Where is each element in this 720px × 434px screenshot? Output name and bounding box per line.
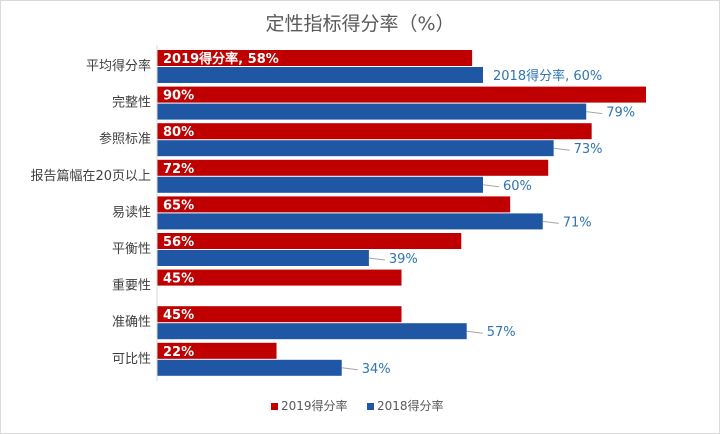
data-label-2019: 22% xyxy=(163,345,194,360)
category-label: 重要性 xyxy=(112,278,151,294)
bar-2018 xyxy=(157,67,483,83)
bar-2019 xyxy=(157,342,277,359)
data-label-2018: 60% xyxy=(503,179,532,194)
chart-title: 定性指标得分率（%） xyxy=(265,13,454,35)
legend-entry: 2018得分率 xyxy=(377,398,444,413)
data-label-2019: 45% xyxy=(163,272,194,287)
leader-line xyxy=(586,111,603,115)
leader-line xyxy=(368,257,385,261)
data-label-2019: 45% xyxy=(163,308,194,323)
bar-2018 xyxy=(157,213,543,230)
category-label: 可比性 xyxy=(112,352,151,367)
category-label: 易读性 xyxy=(112,205,151,220)
bar-2018 xyxy=(157,323,467,340)
data-label-2018: 57% xyxy=(487,325,516,340)
data-label-2018: 71% xyxy=(563,215,592,230)
data-label-2018: 79% xyxy=(606,106,635,121)
leader-line xyxy=(482,184,500,188)
leader-line xyxy=(341,367,358,371)
bar-2018 xyxy=(157,140,554,157)
data-label-2019: 2019得分率, 58% xyxy=(163,51,279,67)
data-label-2018: 39% xyxy=(389,252,418,267)
category-label: 平衡性 xyxy=(112,242,151,257)
category-label: 报告篇幅在20页以上 xyxy=(30,169,151,184)
bar-2019 xyxy=(157,50,473,66)
data-label-2018: 34% xyxy=(362,362,391,377)
category-label: 参照标准 xyxy=(99,131,151,147)
legend-swatch xyxy=(367,403,374,410)
data-label-2019: 56% xyxy=(163,235,194,250)
leader-line xyxy=(466,330,483,334)
data-labels: 2019得分率, 58% 2018得分率, 60% 90% 79% 80% 73% 72% 6… xyxy=(163,51,635,377)
bar-2019 xyxy=(157,306,402,323)
leader-line xyxy=(542,220,559,224)
bar-2018 xyxy=(157,103,587,120)
data-label-2019: 72% xyxy=(163,162,194,177)
legend: 2019得分率 2018得分率 xyxy=(271,398,444,413)
bar-2019 xyxy=(157,233,462,249)
bar-2018 xyxy=(157,359,342,376)
bar-2019 xyxy=(157,159,549,176)
legend-swatch xyxy=(271,403,278,410)
leader-line xyxy=(553,147,570,151)
category-label: 准确性 xyxy=(112,315,151,330)
legend-entry: 2019得分率 xyxy=(281,398,348,413)
bar-2019 xyxy=(157,123,592,140)
bar-2019 xyxy=(157,196,511,213)
bar-2018 xyxy=(157,176,483,193)
data-label-2018: 2018得分率, 60% xyxy=(493,68,602,84)
data-label-2019: 65% xyxy=(163,198,194,213)
data-label-2019: 90% xyxy=(163,89,194,104)
category-label: 平均得分率 xyxy=(86,58,151,74)
data-label-2018: 73% xyxy=(574,142,603,157)
bar-2019 xyxy=(157,86,646,103)
category-label: 完整性 xyxy=(112,96,151,111)
bars xyxy=(157,50,646,376)
bar-2019 xyxy=(157,269,402,286)
data-label-2019: 80% xyxy=(163,125,194,140)
bar-2018 xyxy=(157,250,369,266)
